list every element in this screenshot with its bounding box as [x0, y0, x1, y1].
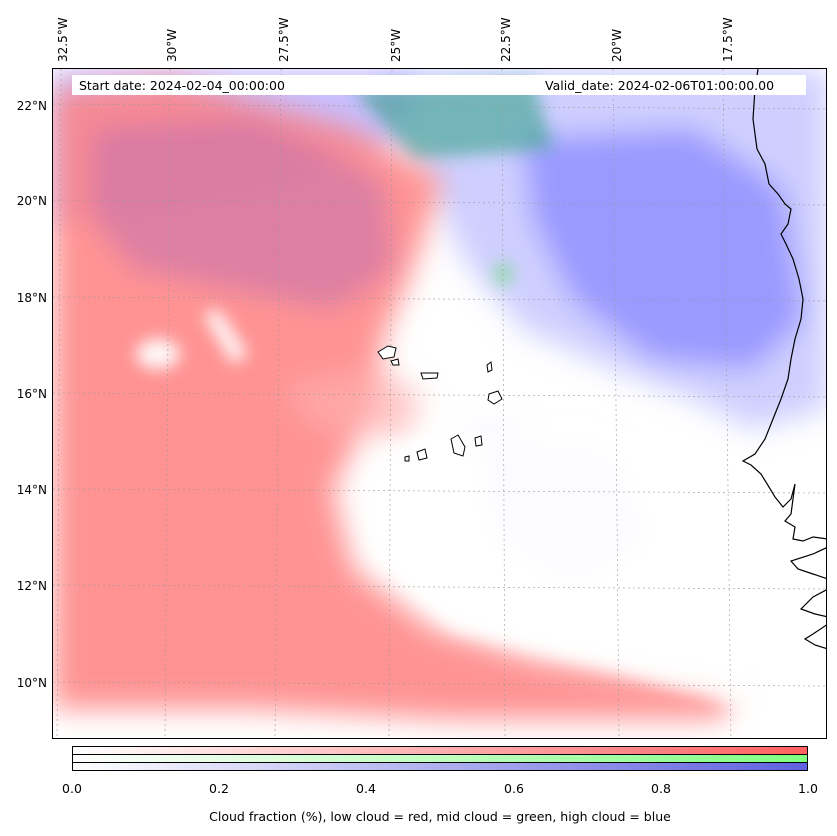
coastline	[741, 69, 826, 650]
date-banner	[72, 75, 806, 95]
island	[377, 345, 397, 360]
lon-label: 30°W	[165, 28, 179, 62]
colorbar-tick: 0.8	[651, 781, 671, 796]
colorbar-tick: 0.6	[504, 781, 524, 796]
island	[450, 434, 466, 457]
lat-label: 10°N	[16, 676, 47, 690]
lon-label: 22.5°W	[499, 17, 513, 62]
lon-label: 27.5°W	[277, 17, 291, 62]
island	[416, 448, 428, 461]
colorbar-low-cloud	[73, 747, 807, 755]
colorbar-high-cloud	[73, 763, 807, 770]
lon-label: 17.5°W	[721, 17, 735, 62]
island	[404, 455, 410, 462]
map-panel[interactable]	[52, 68, 827, 739]
island	[390, 358, 400, 366]
colorbar-tick: 1.0	[798, 781, 818, 796]
colorbar-mid-cloud	[73, 755, 807, 763]
colorbar	[72, 746, 808, 771]
colorbar-tick: 0.0	[62, 781, 82, 796]
colorbar-caption: Cloud fraction (%), low cloud = red, mid…	[209, 809, 671, 824]
colorbar-tick: 0.2	[209, 781, 229, 796]
island	[420, 372, 439, 380]
island	[487, 390, 503, 405]
graticule	[53, 69, 826, 738]
island	[486, 361, 493, 373]
colorbar-tick: 0.4	[356, 781, 376, 796]
valid-date-label: Valid_date: 2024-02-06T01:00:00.00	[545, 78, 775, 93]
lat-label: 22°N	[16, 99, 47, 113]
lon-label: 32.5°W	[56, 17, 70, 62]
island	[474, 435, 483, 447]
low-cloud-field	[53, 79, 733, 719]
cape-verde-islands	[377, 345, 503, 462]
clear-patches	[136, 309, 753, 709]
lat-label: 18°N	[16, 291, 47, 305]
lat-label: 16°N	[16, 387, 47, 401]
lon-label: 25°W	[389, 28, 403, 62]
cloud-fraction-map	[53, 69, 826, 738]
lat-label: 14°N	[16, 483, 47, 497]
lon-label: 20°W	[610, 28, 624, 62]
lat-label: 20°N	[16, 194, 47, 208]
start-date-label: Start date: 2024-02-04_00:00:00	[79, 78, 285, 93]
lat-label: 12°N	[16, 579, 47, 593]
